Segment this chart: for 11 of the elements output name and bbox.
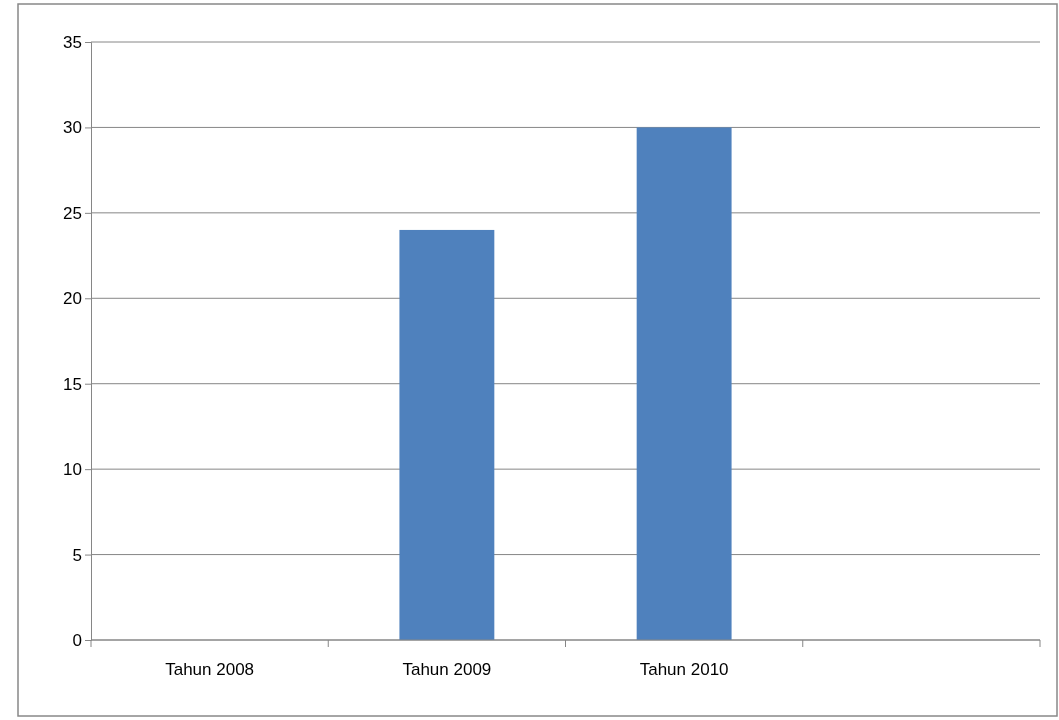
y-tick-label: 35 [63,32,82,52]
x-tick-label: Tahun 2008 [165,660,255,679]
y-tick-label: 5 [72,545,82,565]
x-tick-label: Tahun 2009 [402,660,492,679]
y-tick-label: 20 [63,289,82,309]
y-tick-label: 30 [63,118,82,138]
y-tick-label: 15 [63,374,82,394]
y-tick-label: 25 [63,203,82,223]
y-tick-label: 0 [72,630,82,650]
y-tick-label: 10 [63,460,82,480]
x-tick-label: Tahun 2010 [639,660,729,679]
